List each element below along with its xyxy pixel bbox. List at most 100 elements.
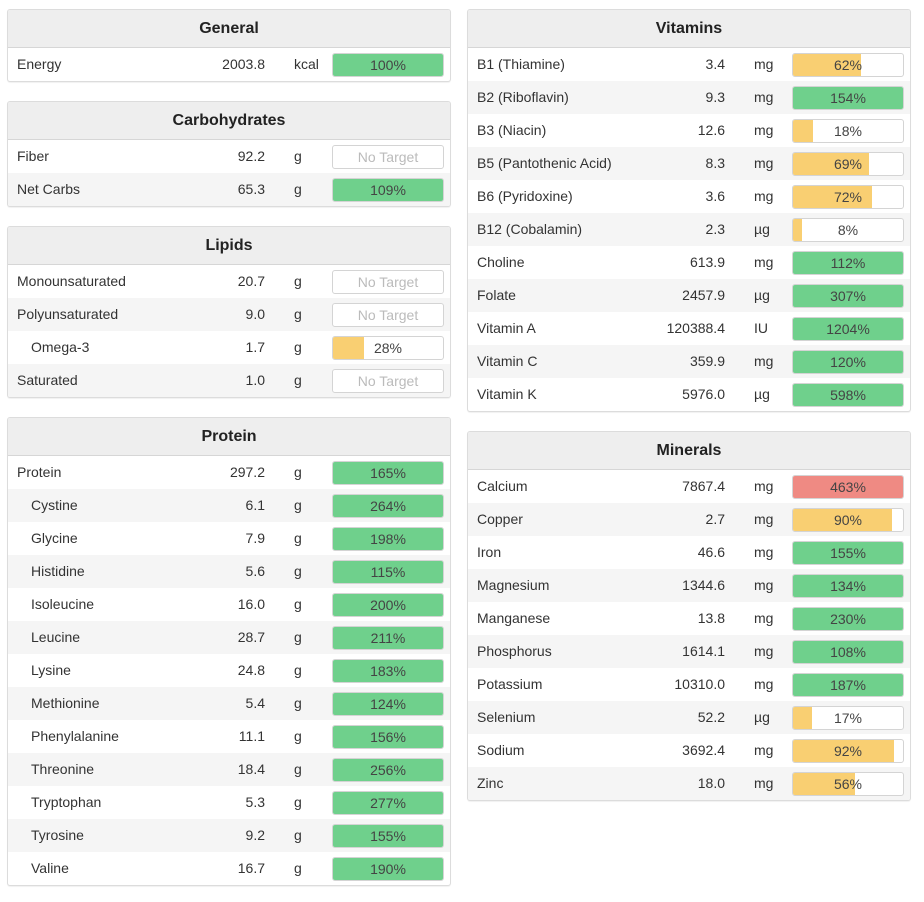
target-progress-bar[interactable]: 200%: [332, 593, 444, 617]
nutrient-amount: 18.4: [237, 761, 265, 777]
target-progress-bar[interactable]: 155%: [792, 541, 904, 565]
target-progress-bar[interactable]: 156%: [332, 725, 444, 749]
target-progress-bar[interactable]: 62%: [792, 53, 904, 77]
nutrient-unit: µg: [754, 221, 770, 237]
nutrient-amount: 5.6: [245, 563, 265, 579]
target-progress-bar[interactable]: 307%: [792, 284, 904, 308]
nutrient-name: Omega-3: [31, 339, 90, 355]
target-progress-bar[interactable]: 256%: [332, 758, 444, 782]
nutrient-row-vitamin-c: Vitamin C 359.9 mg 120%: [468, 345, 910, 378]
nutrient-name: Vitamin C: [477, 353, 538, 369]
target-progress-bar[interactable]: 109%: [332, 178, 444, 202]
progress-fill: [793, 773, 855, 795]
nutrient-amount: 1.0: [245, 372, 265, 388]
target-progress-bar[interactable]: No Target: [332, 369, 444, 393]
progress-label: No Target: [357, 274, 419, 290]
nutrient-row-potassium: Potassium 10310.0 mg 187%: [468, 668, 910, 701]
target-progress-bar[interactable]: 1204%: [792, 317, 904, 341]
nutrient-row-monounsaturated: Monounsaturated 20.7 g No Target: [8, 265, 450, 298]
target-progress-bar[interactable]: 120%: [792, 350, 904, 374]
progress-label: 307%: [830, 288, 866, 304]
target-progress-bar[interactable]: 187%: [792, 673, 904, 697]
progress-label: 109%: [370, 182, 406, 198]
target-progress-bar[interactable]: 92%: [792, 739, 904, 763]
progress-label: 155%: [830, 545, 866, 561]
nutrient-name: Potassium: [477, 676, 543, 692]
progress-fill: [333, 759, 443, 781]
target-progress-bar[interactable]: 154%: [792, 86, 904, 110]
progress-fill: [333, 462, 443, 484]
nutrient-name: Polyunsaturated: [17, 306, 119, 322]
progress-label: 198%: [370, 531, 406, 547]
panel-title: Protein: [8, 418, 450, 456]
nutrient-row-selenium: Selenium 52.2 µg 17%: [468, 701, 910, 734]
nutrient-name: B6 (Pyridoxine): [477, 188, 573, 204]
target-progress-bar[interactable]: 28%: [332, 336, 444, 360]
progress-fill: [793, 120, 813, 142]
nutrient-amount: 18.0: [697, 775, 725, 791]
target-progress-bar[interactable]: 277%: [332, 791, 444, 815]
nutrient-list: Calcium 7867.4 mg 463% Copper 2.7 mg 90% Iron 46.…: [468, 470, 910, 800]
progress-fill: [793, 476, 903, 498]
nutrient-name: Calcium: [477, 478, 528, 494]
target-progress-bar[interactable]: 124%: [332, 692, 444, 716]
target-progress-bar[interactable]: 183%: [332, 659, 444, 683]
nutrient-unit: g: [294, 827, 302, 843]
target-progress-bar[interactable]: 134%: [792, 574, 904, 598]
target-progress-bar[interactable]: No Target: [332, 303, 444, 327]
nutrient-name: Monounsaturated: [17, 273, 126, 289]
nutrient-unit: mg: [754, 89, 774, 105]
target-progress-bar[interactable]: 18%: [792, 119, 904, 143]
nutrient-amount: 297.2: [229, 464, 265, 480]
target-progress-bar[interactable]: 90%: [792, 508, 904, 532]
progress-label: 230%: [830, 611, 866, 627]
progress-fill: [793, 509, 892, 531]
nutrient-unit: mg: [754, 610, 774, 626]
target-progress-bar[interactable]: 190%: [332, 857, 444, 881]
target-progress-bar[interactable]: 112%: [792, 251, 904, 275]
target-progress-bar[interactable]: 230%: [792, 607, 904, 631]
target-progress-bar[interactable]: 56%: [792, 772, 904, 796]
nutrient-name: B12 (Cobalamin): [477, 221, 583, 237]
target-progress-bar[interactable]: No Target: [332, 145, 444, 169]
nutrient-list: Fiber 92.2 g No Target Net Carbs 65.3 g 109%: [8, 140, 450, 206]
target-progress-bar[interactable]: 155%: [332, 824, 444, 848]
progress-fill: [793, 219, 802, 241]
nutrient-row-threonine: Threonine 18.4 g 256%: [8, 753, 450, 786]
nutrient-row-saturated: Saturated 1.0 g No Target: [8, 364, 450, 397]
nutrient-name: Folate: [477, 287, 516, 303]
progress-fill: [333, 337, 364, 359]
progress-fill: [793, 285, 903, 307]
progress-label: 155%: [370, 828, 406, 844]
target-progress-bar[interactable]: 598%: [792, 383, 904, 407]
target-progress-bar[interactable]: 8%: [792, 218, 904, 242]
nutrient-name: B3 (Niacin): [477, 122, 547, 138]
target-progress-bar[interactable]: No Target: [332, 270, 444, 294]
nutrient-unit: g: [294, 794, 302, 810]
target-progress-bar[interactable]: 17%: [792, 706, 904, 730]
target-progress-bar[interactable]: 108%: [792, 640, 904, 664]
nutrient-amount: 7867.4: [682, 478, 725, 494]
nutrient-name: Vitamin A: [477, 320, 536, 336]
progress-fill: [793, 542, 903, 564]
target-progress-bar[interactable]: 463%: [792, 475, 904, 499]
progress-fill: [793, 740, 895, 762]
target-progress-bar[interactable]: 198%: [332, 527, 444, 551]
nutrient-name: Tyrosine: [31, 827, 84, 843]
progress-fill: [333, 561, 443, 583]
target-progress-bar[interactable]: 72%: [792, 185, 904, 209]
nutrient-unit: mg: [754, 511, 774, 527]
target-progress-bar[interactable]: 165%: [332, 461, 444, 485]
nutrient-name: Copper: [477, 511, 523, 527]
target-progress-bar[interactable]: 211%: [332, 626, 444, 650]
target-progress-bar[interactable]: 69%: [792, 152, 904, 176]
progress-fill: [793, 87, 903, 109]
target-progress-bar[interactable]: 264%: [332, 494, 444, 518]
panel-title: General: [8, 10, 450, 48]
section-spacer: [7, 398, 451, 417]
target-progress-bar[interactable]: 100%: [332, 53, 444, 77]
progress-fill: [333, 627, 443, 649]
target-progress-bar[interactable]: 115%: [332, 560, 444, 584]
progress-fill: [793, 54, 862, 76]
nutrient-row-b12-cobalamin: B12 (Cobalamin) 2.3 µg 8%: [468, 213, 910, 246]
